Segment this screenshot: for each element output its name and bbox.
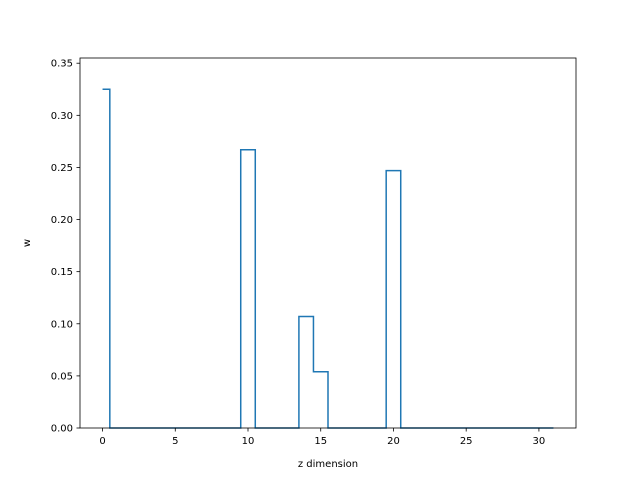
y-tick-label: 0.35 (51, 59, 73, 70)
y-tick-label: 0.30 (51, 111, 73, 122)
x-tick-label: 30 (533, 436, 546, 447)
y-tick-label: 0.10 (51, 319, 73, 330)
axis-ticks: 0 5 10 15 20 25 30 0.00 0.05 0.10 0.15 0.20 0.25 0.30… (51, 59, 546, 447)
axes-frame (79, 57, 577, 429)
x-tick-label: 5 (172, 436, 178, 447)
x-tick-label: 15 (314, 436, 327, 447)
x-tick-label: 10 (242, 436, 255, 447)
x-axis-label: z dimension (298, 459, 358, 470)
x-tick-label: 25 (460, 436, 473, 447)
x-tick-label: 0 (99, 436, 105, 447)
y-tick-label: 0.05 (51, 371, 73, 382)
x-tick-label: 20 (387, 436, 400, 447)
y-tick-label: 0.15 (51, 267, 73, 278)
y-tick-label: 0.25 (51, 163, 73, 174)
y-tick-label: 0.00 (51, 424, 73, 435)
y-axis-label: w (22, 239, 33, 247)
y-tick-label: 0.20 (51, 215, 73, 226)
